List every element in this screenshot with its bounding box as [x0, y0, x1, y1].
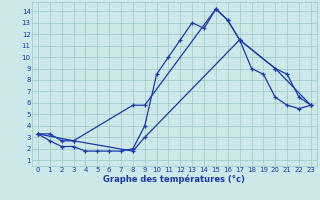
X-axis label: Graphe des températures (°c): Graphe des températures (°c): [103, 175, 245, 184]
